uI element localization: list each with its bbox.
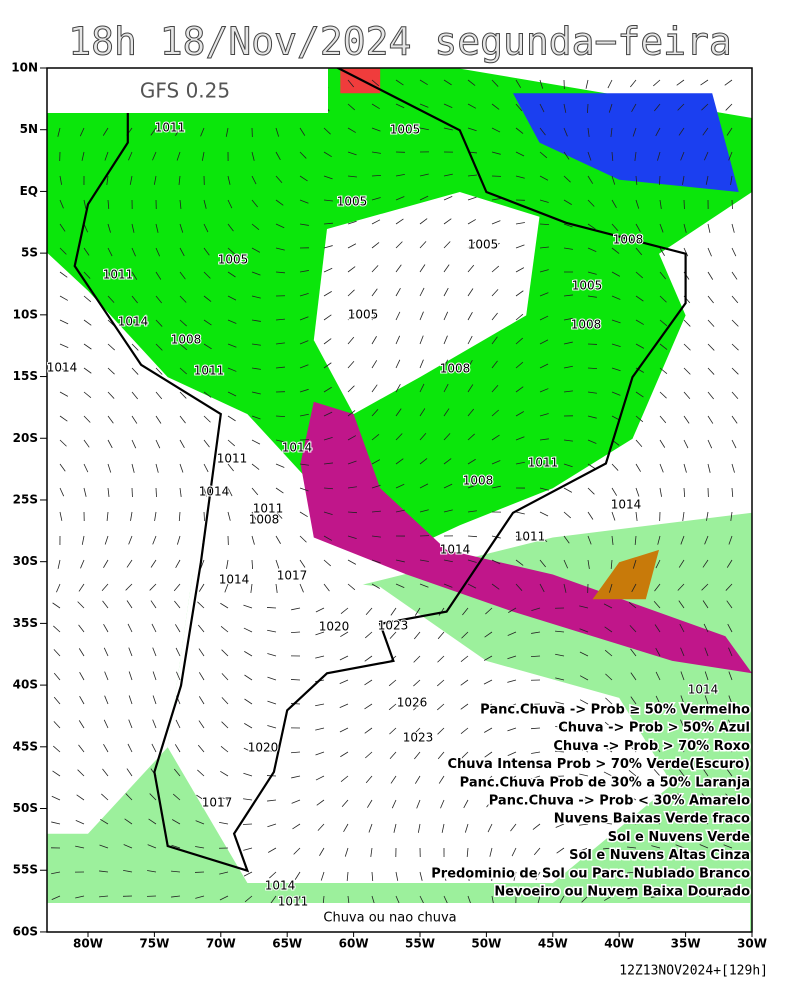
isobar-label: 1008 bbox=[613, 233, 644, 247]
legend-line: Sol e Nuvens Altas Cinza bbox=[569, 848, 750, 863]
isobar-label: 1014 bbox=[199, 485, 230, 499]
lon-label: 60W bbox=[339, 937, 369, 951]
isobar-label: 1011 bbox=[528, 456, 559, 470]
isobar-label: 1008 bbox=[440, 362, 471, 376]
lat-label: EQ bbox=[20, 184, 38, 198]
isobar-label: 1020 bbox=[248, 741, 279, 755]
isobar-label: 1008 bbox=[249, 513, 280, 527]
bottom-label: Chuva ou nao chuva bbox=[323, 911, 456, 926]
isobar-label: 1008 bbox=[463, 474, 494, 488]
wind-arrow bbox=[267, 607, 276, 608]
lat-label: 10S bbox=[13, 307, 38, 321]
legend-line: Panc.Chuva Prob de 30% a 50% Laranja bbox=[460, 775, 750, 790]
isobar-label: 1014 bbox=[440, 543, 471, 557]
isobar-label: 1008 bbox=[571, 318, 602, 332]
isobar-label: 1005 bbox=[468, 238, 499, 252]
isobar-label: 1005 bbox=[572, 279, 603, 293]
isobar-label: 1005 bbox=[337, 195, 368, 209]
lat-label: 55S bbox=[13, 863, 38, 877]
isobar-label: 1014 bbox=[47, 361, 78, 375]
legend-line: Panc.Chuva -> Prob ≥ 50% Vermelho bbox=[480, 703, 750, 718]
isobar-label: 1011 bbox=[217, 452, 248, 466]
wind-arrow bbox=[291, 679, 300, 680]
lat-label: 45S bbox=[13, 739, 38, 753]
isobar-label: 1023 bbox=[403, 731, 434, 745]
lat-label: 20S bbox=[13, 431, 38, 445]
lat-label: 5N bbox=[20, 122, 38, 136]
isobar-label: 1005 bbox=[390, 123, 421, 137]
legend-line: Chuva Intensa Prob > 70% Verde(Escuro) bbox=[447, 757, 750, 772]
lat-label: 25S bbox=[13, 492, 38, 506]
lon-label: 80W bbox=[73, 937, 103, 951]
isobar-label: 1014 bbox=[219, 573, 250, 587]
isobar-label: 1014 bbox=[688, 683, 719, 697]
isobar-label: 1017 bbox=[277, 569, 308, 583]
lon-label: 45W bbox=[538, 937, 568, 951]
legend-line: Chuva -> Prob > 50% Azul bbox=[558, 721, 750, 736]
legend-line: Nuvens Baixas Verde fraco bbox=[554, 812, 750, 827]
lat-label: 35S bbox=[13, 616, 38, 630]
lon-label: 70W bbox=[206, 937, 236, 951]
title: 18h 18/Nov/2024 segunda−feira bbox=[68, 20, 731, 64]
isobar-label: 1020 bbox=[319, 620, 350, 634]
isobar-label: 1017 bbox=[202, 796, 233, 810]
wind-arrow bbox=[204, 512, 205, 521]
model-label: GFS 0.25 bbox=[140, 79, 230, 103]
lat-label: 5S bbox=[21, 246, 38, 260]
legend-line: Predominio de Sol ou Parc. Nublado Branc… bbox=[431, 866, 750, 881]
lon-label: 30W bbox=[737, 937, 767, 951]
lat-label: 30S bbox=[13, 554, 38, 568]
isobar-label: 1026 bbox=[397, 696, 428, 710]
lat-label: 10N bbox=[11, 61, 38, 75]
isobar-label: 1005 bbox=[348, 308, 379, 322]
isobar-label: 1011 bbox=[155, 121, 186, 135]
lat-label: 60S bbox=[13, 924, 38, 938]
lat-label: 15S bbox=[13, 369, 38, 383]
legend-line: Panc.Chuva -> Prob < 30% Amarelo bbox=[489, 794, 750, 809]
isobar-label: 1008 bbox=[171, 333, 202, 347]
legend-line: Nevoeiro ou Nuvem Baixa Dourado bbox=[494, 885, 750, 900]
isobar-label: 1014 bbox=[118, 315, 149, 329]
wind-arrow bbox=[587, 104, 588, 113]
wind-arrow bbox=[156, 488, 157, 497]
run-label: 12Z13NOV2024+[129h] bbox=[619, 964, 768, 979]
isobar-label: 1011 bbox=[515, 530, 546, 544]
legend-line: Chuva -> Prob > 70% Roxo bbox=[553, 739, 750, 754]
isobar-label: 1014 bbox=[265, 879, 296, 893]
lon-label: 55W bbox=[405, 937, 435, 951]
isobar-label: 1023 bbox=[378, 619, 409, 633]
lon-label: 75W bbox=[139, 937, 169, 951]
isobar-label: 1014 bbox=[282, 441, 313, 455]
isobar-label: 1011 bbox=[103, 268, 134, 282]
isobar-label: 1011 bbox=[194, 364, 225, 378]
lat-label: 50S bbox=[13, 801, 38, 815]
isobar-label: 1014 bbox=[611, 498, 642, 512]
lon-label: 40W bbox=[604, 937, 634, 951]
lon-label: 35W bbox=[671, 937, 701, 951]
legend-line: Sol e Nuvens Verde bbox=[608, 830, 750, 845]
isobar-label: 1005 bbox=[218, 253, 249, 267]
isobar-label: 1011 bbox=[278, 895, 309, 909]
lon-label: 65W bbox=[272, 937, 302, 951]
lat-label: 40S bbox=[13, 678, 38, 692]
lon-label: 50W bbox=[471, 937, 501, 951]
